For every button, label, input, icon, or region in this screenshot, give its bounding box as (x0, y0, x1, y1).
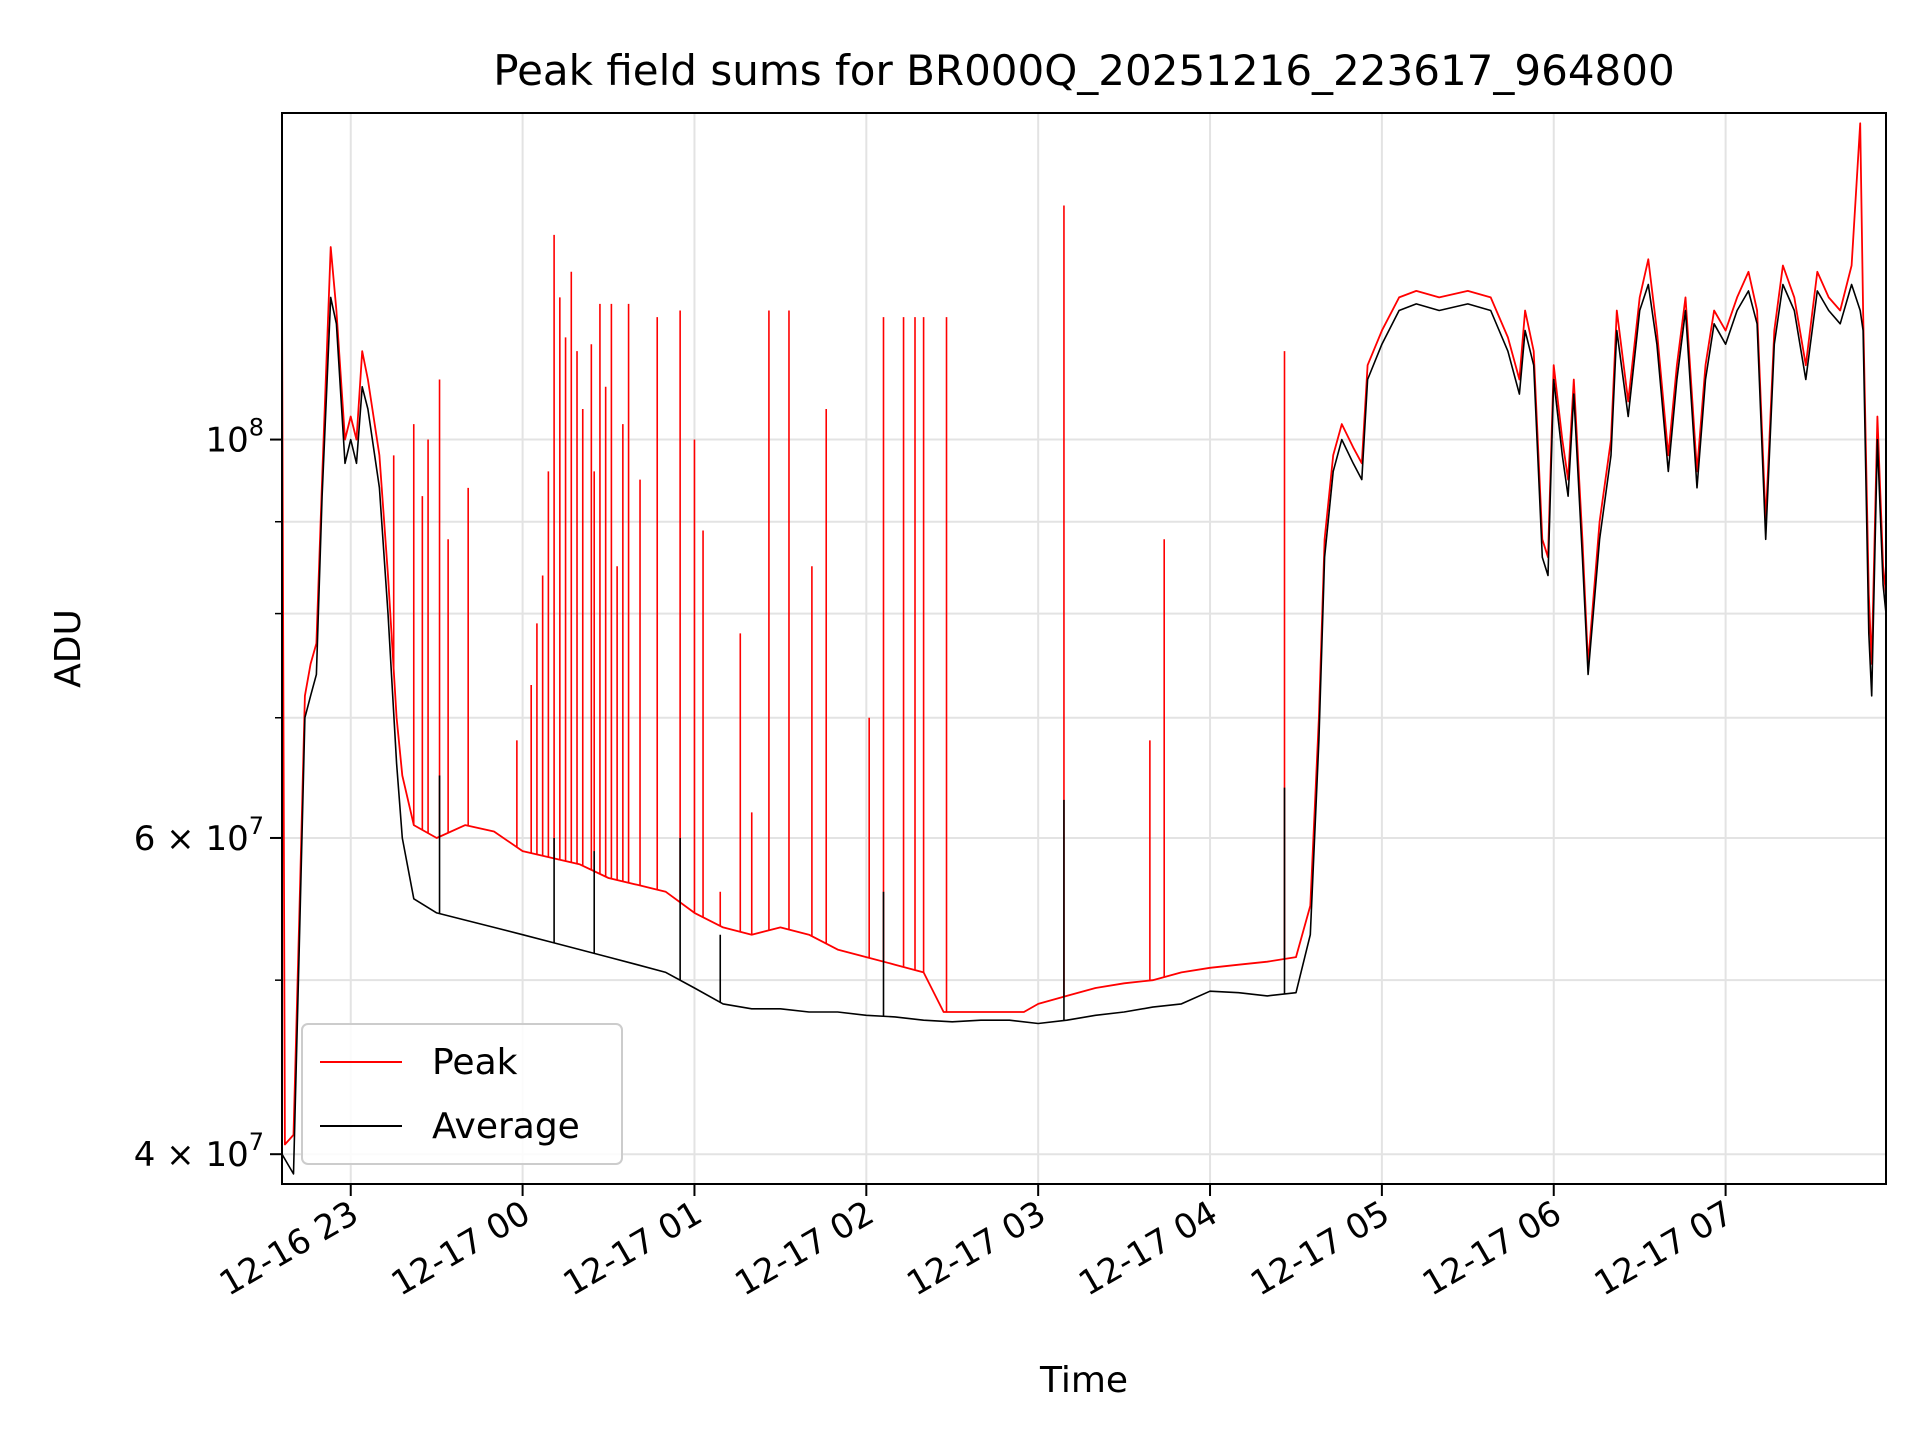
chart-title: Peak field sums for BR000Q_20251216_2236… (493, 46, 1674, 95)
y-tick-label: 108 (205, 414, 264, 461)
x-axis-title: Time (1039, 1360, 1128, 1401)
series-peak (282, 122, 1886, 1146)
y-tick-label: 6 × 107 (134, 812, 264, 859)
series-line (282, 122, 1886, 1146)
grid-lines (282, 113, 1886, 1184)
legend: Peak Average (301, 1023, 623, 1165)
series-line (282, 283, 1886, 1175)
legend-label: Average (432, 1106, 580, 1147)
legend-box (301, 1023, 623, 1165)
series-lines (282, 122, 1886, 1175)
legend-label: Peak (432, 1042, 518, 1083)
y-axis-ticks: 4 × 107 6 × 107 108 (134, 414, 282, 1175)
series-average (282, 283, 1886, 1175)
y-tick-label: 4 × 107 (134, 1128, 264, 1175)
y-axis-title: ADU (48, 609, 89, 688)
plot-frame (281, 112, 1887, 1185)
